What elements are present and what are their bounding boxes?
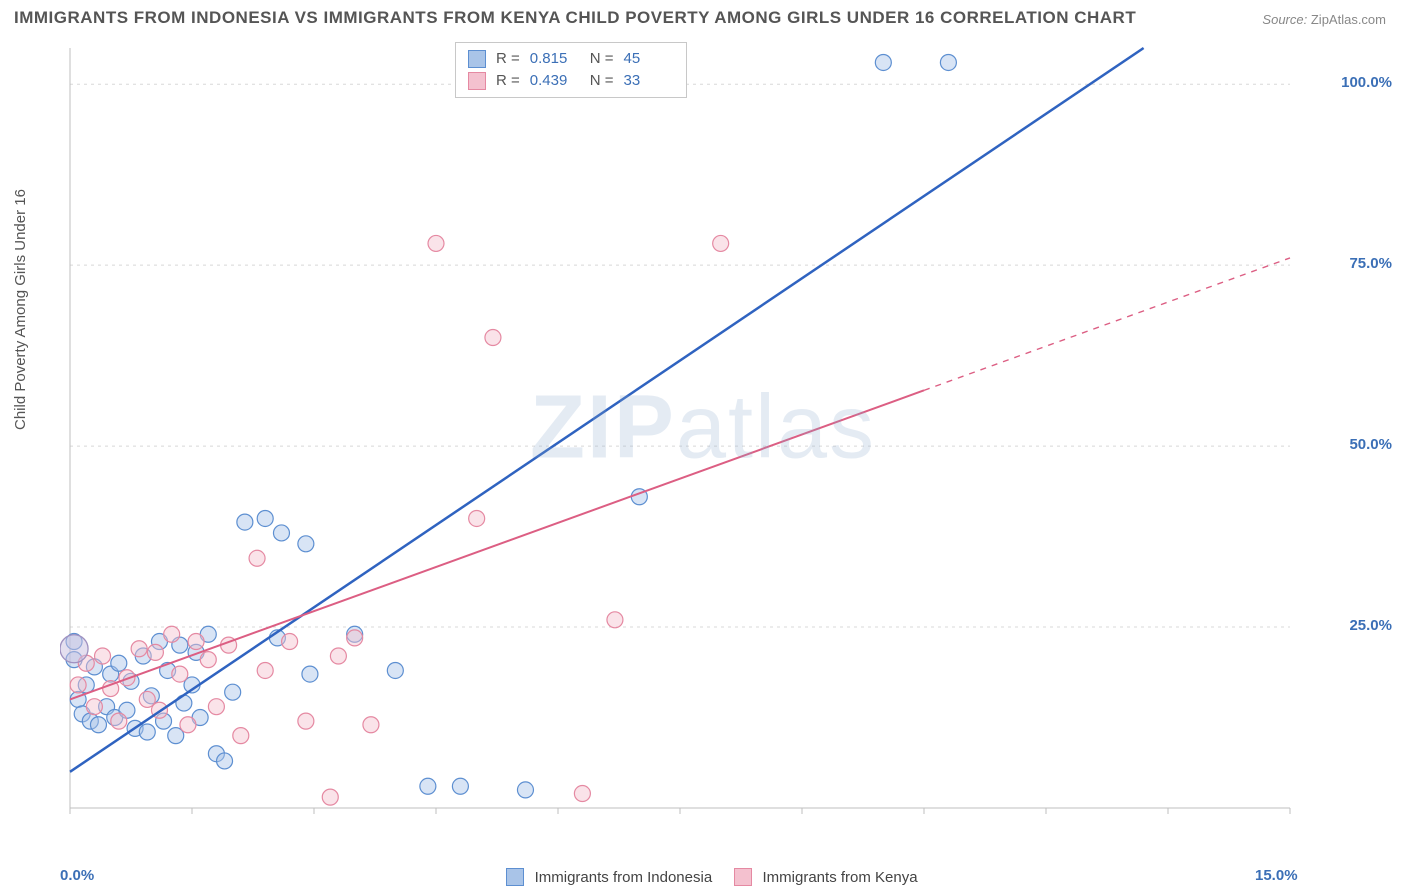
series-label: Immigrants from Indonesia <box>535 869 713 886</box>
legend-swatch <box>506 868 524 886</box>
tick-label: 75.0% <box>1349 255 1392 272</box>
n-label: N = <box>590 70 614 92</box>
series-legend: Immigrants from Indonesia Immigrants fro… <box>0 868 1406 886</box>
legend-row: R = 0.815 N = 45 <box>468 48 674 70</box>
legend-swatch <box>734 868 752 886</box>
r-label: R = <box>496 70 520 92</box>
scatter-plot <box>60 38 1350 838</box>
tick-label: 100.0% <box>1341 74 1392 91</box>
r-value: 0.439 <box>530 70 580 92</box>
n-value: 33 <box>624 70 674 92</box>
chart-title: IMMIGRANTS FROM INDONESIA VS IMMIGRANTS … <box>14 8 1136 28</box>
tick-label: 25.0% <box>1349 617 1392 634</box>
tick-label: 50.0% <box>1349 436 1392 453</box>
source-name: ZipAtlas.com <box>1311 12 1386 27</box>
n-value: 45 <box>624 48 674 70</box>
tick-label: 15.0% <box>1255 867 1298 884</box>
r-label: R = <box>496 48 520 70</box>
source-credit: Source: ZipAtlas.com <box>1262 12 1386 27</box>
correlation-legend: R = 0.815 N = 45 R = 0.439 N = 33 <box>455 42 687 98</box>
r-value: 0.815 <box>530 48 580 70</box>
legend-swatch <box>468 72 486 90</box>
legend-swatch <box>468 50 486 68</box>
legend-row: R = 0.439 N = 33 <box>468 70 674 92</box>
n-label: N = <box>590 48 614 70</box>
y-axis-label: Child Poverty Among Girls Under 16 <box>12 189 29 430</box>
source-label: Source: <box>1262 12 1307 27</box>
series-label: Immigrants from Kenya <box>763 869 918 886</box>
tick-label: 0.0% <box>60 867 94 884</box>
